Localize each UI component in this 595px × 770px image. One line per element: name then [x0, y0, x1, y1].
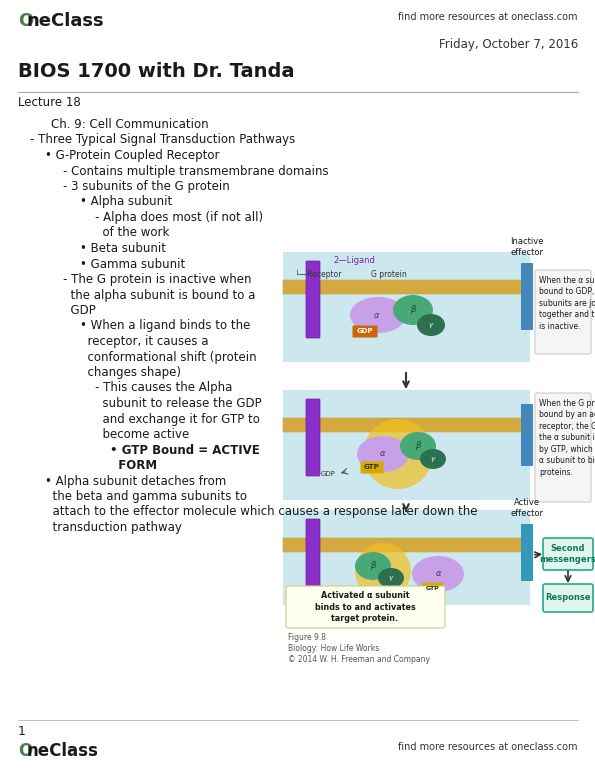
Ellipse shape: [412, 556, 464, 592]
Text: - 3 subunits of the G protein: - 3 subunits of the G protein: [62, 180, 230, 193]
Text: changes shape): changes shape): [80, 366, 181, 379]
Ellipse shape: [357, 436, 409, 472]
Text: find more resources at oneclass.com: find more resources at oneclass.com: [399, 12, 578, 22]
Text: subunit to release the GDP: subunit to release the GDP: [95, 397, 262, 410]
Text: α: α: [436, 570, 441, 578]
Text: γ: γ: [429, 322, 433, 328]
Text: • GTP Bound = ACTIVE: • GTP Bound = ACTIVE: [110, 444, 260, 457]
Bar: [283, 418, 530, 432]
FancyBboxPatch shape: [306, 399, 320, 476]
Text: Figure 9.8
Biology: How Life Works
© 2014 W. H. Freeman and Company: Figure 9.8 Biology: How Life Works © 201…: [288, 633, 430, 665]
Text: • Beta subunit: • Beta subunit: [80, 242, 167, 255]
Bar: [283, 538, 530, 552]
FancyBboxPatch shape: [306, 519, 320, 596]
Text: • G-Protein Coupled Receptor: • G-Protein Coupled Receptor: [45, 149, 220, 162]
FancyBboxPatch shape: [535, 270, 591, 354]
Text: - This causes the Alpha: - This causes the Alpha: [95, 381, 233, 394]
Text: Second
messengers: Second messengers: [540, 544, 595, 564]
Text: - Alpha does most (if not all): - Alpha does most (if not all): [95, 211, 264, 224]
Text: - The G protein is inactive when: - The G protein is inactive when: [62, 273, 251, 286]
Text: └—Receptor: └—Receptor: [295, 270, 342, 280]
Ellipse shape: [393, 295, 433, 325]
FancyBboxPatch shape: [543, 584, 593, 612]
Text: β: β: [411, 306, 416, 314]
Bar: [283, 252, 530, 362]
Text: GTP: GTP: [426, 585, 440, 591]
Text: neClass: neClass: [27, 12, 105, 30]
FancyBboxPatch shape: [521, 263, 533, 330]
Text: of the work: of the work: [95, 226, 170, 239]
Ellipse shape: [378, 568, 404, 588]
Text: Ch. 9: Cell Communication: Ch. 9: Cell Communication: [51, 118, 208, 131]
Text: Response: Response: [545, 594, 591, 602]
Text: Activated α subunit
binds to and activates
target protein.: Activated α subunit binds to and activat…: [315, 591, 415, 623]
Ellipse shape: [355, 552, 391, 580]
Ellipse shape: [417, 314, 445, 336]
FancyBboxPatch shape: [361, 461, 384, 474]
Text: receptor, it causes a: receptor, it causes a: [80, 335, 209, 348]
Text: G protein: G protein: [371, 270, 407, 279]
Text: Active
effector: Active effector: [511, 498, 543, 518]
FancyBboxPatch shape: [535, 393, 591, 502]
FancyBboxPatch shape: [521, 524, 533, 581]
Text: • Alpha subunit detaches from: • Alpha subunit detaches from: [45, 474, 226, 487]
FancyBboxPatch shape: [352, 326, 377, 337]
Text: become active: become active: [95, 428, 190, 441]
Bar: [283, 510, 530, 605]
Circle shape: [355, 543, 411, 599]
FancyBboxPatch shape: [306, 261, 320, 338]
Text: Lecture 18: Lecture 18: [18, 96, 81, 109]
Ellipse shape: [400, 432, 436, 460]
Text: α: α: [380, 450, 386, 458]
Text: O: O: [18, 742, 32, 760]
Text: O: O: [18, 12, 33, 30]
Text: - Three Typical Signal Transduction Pathways: - Three Typical Signal Transduction Path…: [30, 133, 295, 146]
Text: GDP: GDP: [321, 471, 336, 477]
FancyBboxPatch shape: [286, 586, 445, 628]
Text: β: β: [415, 441, 421, 450]
Text: γ: γ: [431, 456, 435, 462]
Text: transduction pathway: transduction pathway: [45, 521, 181, 534]
Text: conformational shift (protein: conformational shift (protein: [80, 350, 257, 363]
Text: 2—Ligand: 2—Ligand: [333, 256, 375, 265]
Ellipse shape: [350, 297, 406, 333]
Ellipse shape: [420, 449, 446, 469]
Bar: [283, 390, 530, 500]
FancyBboxPatch shape: [521, 404, 533, 466]
Text: 1: 1: [18, 725, 26, 738]
Text: Inactive
effector: Inactive effector: [511, 237, 544, 257]
Text: the alpha subunit is bound to a: the alpha subunit is bound to a: [62, 289, 255, 302]
Text: BIOS 1700 with Dr. Tanda: BIOS 1700 with Dr. Tanda: [18, 62, 295, 81]
Text: α: α: [373, 310, 379, 320]
Text: • Alpha subunit: • Alpha subunit: [80, 196, 173, 209]
Bar: [283, 280, 530, 294]
Text: and exchange it for GTP to: and exchange it for GTP to: [95, 413, 260, 426]
Text: neClass: neClass: [27, 742, 99, 760]
Text: γ: γ: [389, 575, 393, 581]
Text: the beta and gamma subunits to: the beta and gamma subunits to: [45, 490, 247, 503]
Text: FORM: FORM: [110, 459, 157, 472]
Text: attach to the effector molecule which causes a response later down the: attach to the effector molecule which ca…: [45, 505, 477, 518]
Text: Friday, October 7, 2016: Friday, October 7, 2016: [439, 38, 578, 51]
Text: - Contains multiple transmembrane domains: - Contains multiple transmembrane domain…: [62, 165, 328, 178]
Text: find more resources at oneclass.com: find more resources at oneclass.com: [399, 742, 578, 752]
Text: • Gamma subunit: • Gamma subunit: [80, 257, 186, 270]
Circle shape: [363, 419, 433, 489]
FancyBboxPatch shape: [543, 538, 593, 570]
Text: When the G protein is
bound by an activated
receptor, the GDP bound to
the α sub: When the G protein is bound by an activa…: [539, 399, 595, 477]
FancyBboxPatch shape: [422, 582, 443, 594]
Text: GTP: GTP: [364, 464, 380, 470]
Text: When the α subunit is
bound to GDP, the three
subunits are joined
together and t: When the α subunit is bound to GDP, the …: [539, 276, 595, 331]
Text: β: β: [370, 561, 375, 571]
Text: GDP: GDP: [356, 328, 373, 334]
Text: • When a ligand binds to the: • When a ligand binds to the: [80, 320, 251, 333]
Text: GDP: GDP: [62, 304, 95, 317]
